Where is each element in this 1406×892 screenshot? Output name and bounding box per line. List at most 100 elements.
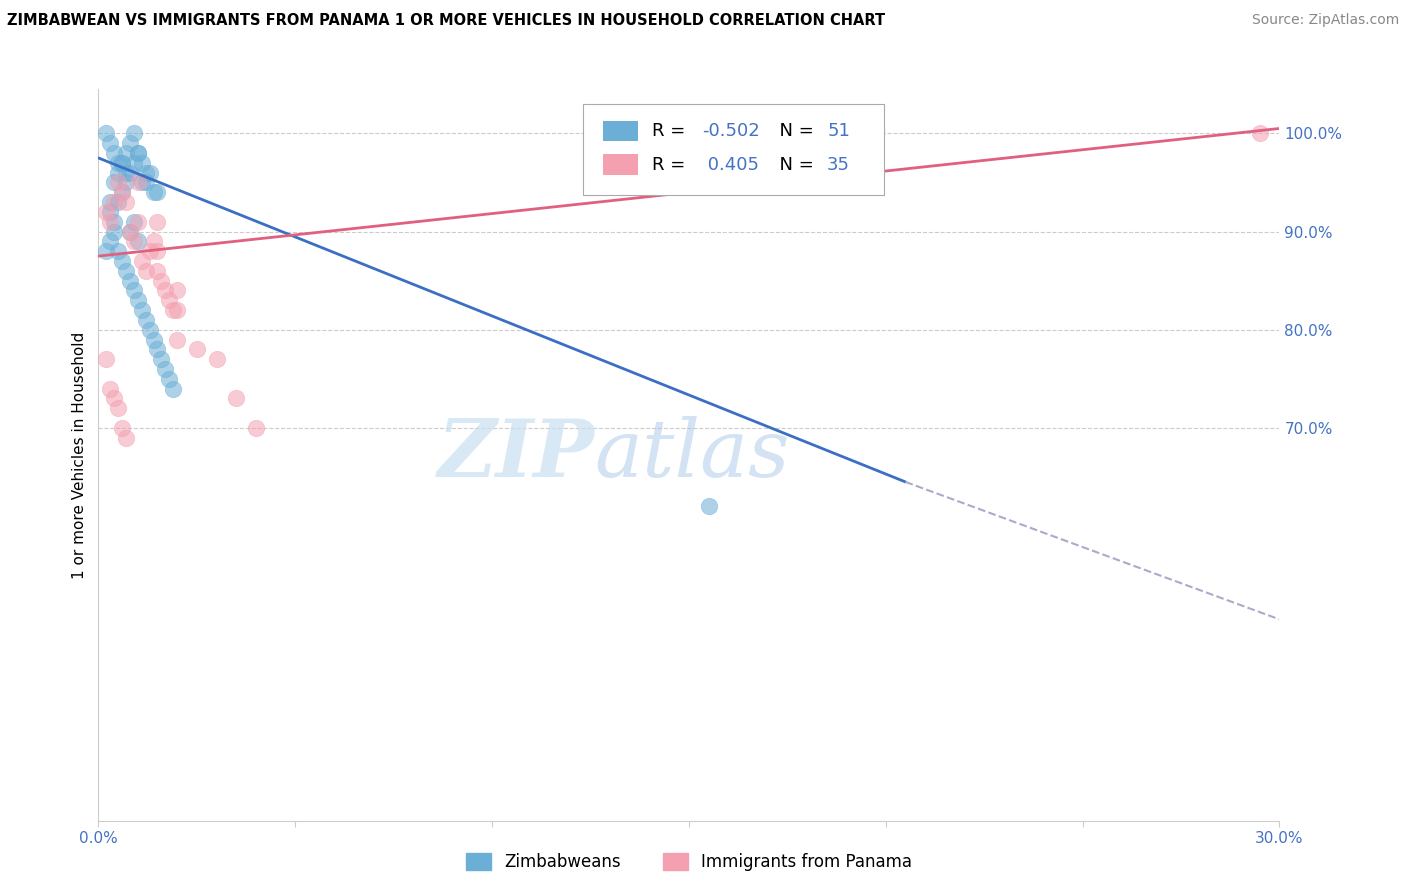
Point bbox=[138, 166, 160, 180]
Text: R =: R = bbox=[652, 155, 692, 174]
Point bbox=[107, 401, 129, 416]
Point bbox=[122, 284, 145, 298]
Point bbox=[98, 136, 121, 151]
Point bbox=[118, 225, 141, 239]
Point bbox=[1249, 127, 1271, 141]
Point bbox=[146, 215, 169, 229]
Point bbox=[96, 244, 118, 259]
Point bbox=[131, 176, 153, 190]
Text: N =: N = bbox=[768, 122, 820, 140]
Point bbox=[115, 264, 138, 278]
Point bbox=[697, 500, 720, 514]
Point bbox=[115, 195, 138, 210]
Point bbox=[122, 215, 145, 229]
Point bbox=[205, 352, 228, 367]
Point bbox=[103, 176, 125, 190]
Point bbox=[122, 235, 145, 249]
Point bbox=[103, 225, 125, 239]
Point bbox=[155, 362, 177, 376]
Point bbox=[98, 382, 121, 396]
Point bbox=[103, 195, 125, 210]
Point bbox=[225, 392, 247, 406]
Point bbox=[98, 235, 121, 249]
FancyBboxPatch shape bbox=[582, 103, 884, 195]
Text: 35: 35 bbox=[827, 155, 851, 174]
Point bbox=[162, 382, 184, 396]
Point bbox=[103, 146, 125, 161]
Point bbox=[127, 215, 149, 229]
Point bbox=[150, 352, 173, 367]
Point bbox=[186, 343, 208, 357]
Point bbox=[111, 156, 134, 170]
Text: 0.405: 0.405 bbox=[702, 155, 759, 174]
Point bbox=[115, 176, 138, 190]
Point bbox=[107, 176, 129, 190]
Legend: Zimbabweans, Immigrants from Panama: Zimbabweans, Immigrants from Panama bbox=[460, 847, 918, 878]
Point bbox=[166, 333, 188, 347]
Point bbox=[127, 146, 149, 161]
Point bbox=[135, 166, 157, 180]
Point bbox=[131, 156, 153, 170]
Point bbox=[98, 205, 121, 219]
Point bbox=[135, 313, 157, 327]
Point bbox=[98, 195, 121, 210]
Point bbox=[122, 156, 145, 170]
Point bbox=[111, 186, 134, 200]
Point bbox=[146, 244, 169, 259]
Point bbox=[157, 293, 180, 308]
Point bbox=[131, 254, 153, 268]
Point bbox=[98, 215, 121, 229]
Point bbox=[118, 274, 141, 288]
Text: 51: 51 bbox=[827, 122, 851, 140]
Point bbox=[111, 254, 134, 268]
Text: atlas: atlas bbox=[595, 417, 790, 493]
Text: Source: ZipAtlas.com: Source: ZipAtlas.com bbox=[1251, 13, 1399, 28]
Point bbox=[96, 127, 118, 141]
Point bbox=[135, 264, 157, 278]
Point bbox=[118, 166, 141, 180]
Point bbox=[157, 372, 180, 386]
Point bbox=[142, 235, 165, 249]
Point bbox=[107, 166, 129, 180]
Point bbox=[115, 146, 138, 161]
Point bbox=[118, 136, 141, 151]
Point bbox=[131, 303, 153, 318]
Point bbox=[103, 215, 125, 229]
Point bbox=[127, 235, 149, 249]
FancyBboxPatch shape bbox=[603, 154, 638, 175]
Point bbox=[111, 421, 134, 435]
Point bbox=[166, 284, 188, 298]
Point bbox=[142, 333, 165, 347]
Text: -0.502: -0.502 bbox=[702, 122, 759, 140]
Point bbox=[166, 303, 188, 318]
Point bbox=[107, 156, 129, 170]
Point bbox=[146, 343, 169, 357]
Point bbox=[138, 323, 160, 337]
Point bbox=[107, 244, 129, 259]
Point bbox=[127, 146, 149, 161]
FancyBboxPatch shape bbox=[603, 120, 638, 141]
Y-axis label: 1 or more Vehicles in Household: 1 or more Vehicles in Household bbox=[72, 331, 87, 579]
Text: ZIMBABWEAN VS IMMIGRANTS FROM PANAMA 1 OR MORE VEHICLES IN HOUSEHOLD CORRELATION: ZIMBABWEAN VS IMMIGRANTS FROM PANAMA 1 O… bbox=[7, 13, 886, 29]
Point bbox=[138, 244, 160, 259]
Point bbox=[107, 195, 129, 210]
Point bbox=[111, 186, 134, 200]
Text: ZIP: ZIP bbox=[437, 417, 595, 493]
Point bbox=[162, 303, 184, 318]
Point bbox=[127, 176, 149, 190]
Point bbox=[142, 186, 165, 200]
Point bbox=[115, 166, 138, 180]
Point bbox=[146, 264, 169, 278]
Point bbox=[111, 156, 134, 170]
Point bbox=[96, 352, 118, 367]
Text: N =: N = bbox=[768, 155, 820, 174]
Point bbox=[122, 127, 145, 141]
Point bbox=[127, 293, 149, 308]
Point bbox=[115, 431, 138, 445]
Text: R =: R = bbox=[652, 122, 692, 140]
Point bbox=[150, 274, 173, 288]
Point bbox=[118, 225, 141, 239]
Point bbox=[103, 392, 125, 406]
Point bbox=[146, 186, 169, 200]
Point bbox=[245, 421, 267, 435]
